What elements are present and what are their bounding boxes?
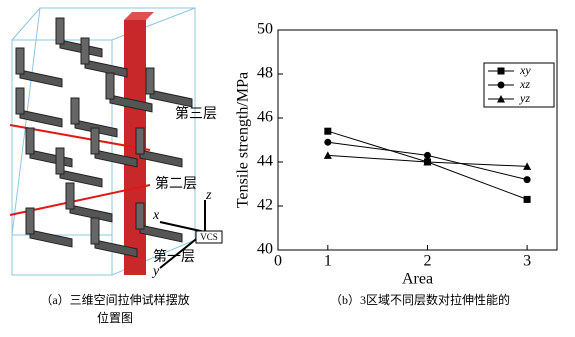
layer-label: 第三层 bbox=[175, 105, 217, 122]
vcs-label: VCS bbox=[200, 232, 218, 242]
caption: （b）3区域不同层数对拉伸性能的 bbox=[330, 292, 510, 307]
specimen bbox=[140, 150, 182, 167]
specimen-grip bbox=[81, 38, 89, 64]
specimen-grip bbox=[106, 73, 114, 99]
marker bbox=[324, 128, 331, 135]
specimen-grip bbox=[56, 18, 64, 44]
specimen-grip bbox=[91, 218, 99, 244]
y-tick-label: 48 bbox=[257, 65, 273, 82]
specimen-grip bbox=[26, 208, 34, 234]
axis-name: z bbox=[205, 188, 212, 203]
specimen bbox=[150, 90, 192, 107]
axis-name: y bbox=[151, 264, 160, 279]
specimen-grip bbox=[56, 148, 64, 174]
marker bbox=[524, 176, 531, 183]
specimen-grip bbox=[71, 98, 79, 124]
chart-b: 40 42 44 46 48 50 0 1 2 3 Area Tensile strength/MPa… bbox=[235, 21, 557, 288]
specimen-grip bbox=[91, 128, 99, 154]
specimen-grip bbox=[16, 88, 24, 114]
specimen-grip bbox=[26, 128, 34, 154]
specimen bbox=[30, 230, 72, 247]
specimen bbox=[20, 70, 62, 87]
x-axis-label: Area bbox=[402, 271, 433, 288]
y-axis-label: Tensile strength/MPa bbox=[235, 72, 252, 208]
caption: （a）三维空间拉伸试样摆放 bbox=[40, 292, 189, 307]
y-tick-label: 50 bbox=[257, 21, 273, 38]
axis-name: x bbox=[152, 208, 160, 223]
x-tick-label: 2 bbox=[423, 253, 431, 270]
marker bbox=[498, 82, 505, 89]
layer-label: 第二层 bbox=[155, 175, 197, 192]
y-tick-label: 40 bbox=[257, 241, 273, 258]
specimen bbox=[20, 110, 62, 127]
specimen-grip bbox=[66, 183, 74, 209]
box-edge bbox=[12, 8, 40, 40]
marker bbox=[524, 196, 531, 203]
red-pillar-top bbox=[124, 12, 154, 20]
marker bbox=[498, 68, 505, 75]
specimen bbox=[30, 150, 72, 167]
legend-label: xy bbox=[519, 63, 531, 77]
legend-label: yz bbox=[519, 91, 530, 105]
figure: 第三层 第二层 第一层 x y z VCS （a）三维空间拉伸试样摆放 位置图 … bbox=[0, 0, 575, 337]
specimen-grip bbox=[16, 48, 24, 74]
panel-a: 第三层 第二层 第一层 x y z VCS bbox=[10, 8, 222, 279]
x-tick-label: 0 bbox=[274, 253, 282, 270]
specimen-grip bbox=[136, 203, 144, 229]
marker bbox=[424, 152, 431, 159]
x-tick-label: 3 bbox=[523, 253, 531, 270]
x-tick-label: 1 bbox=[324, 253, 332, 270]
specimen-grip bbox=[146, 68, 154, 94]
legend-label: xz bbox=[519, 77, 530, 91]
layer-label: 第一层 bbox=[153, 248, 195, 265]
y-tick-label: 44 bbox=[257, 153, 273, 170]
marker bbox=[324, 139, 331, 146]
y-tick-label: 42 bbox=[257, 197, 273, 214]
caption: 位置图 bbox=[97, 310, 133, 325]
y-tick-label: 46 bbox=[257, 109, 273, 126]
specimen bbox=[140, 225, 182, 242]
specimen-grip bbox=[136, 128, 144, 154]
